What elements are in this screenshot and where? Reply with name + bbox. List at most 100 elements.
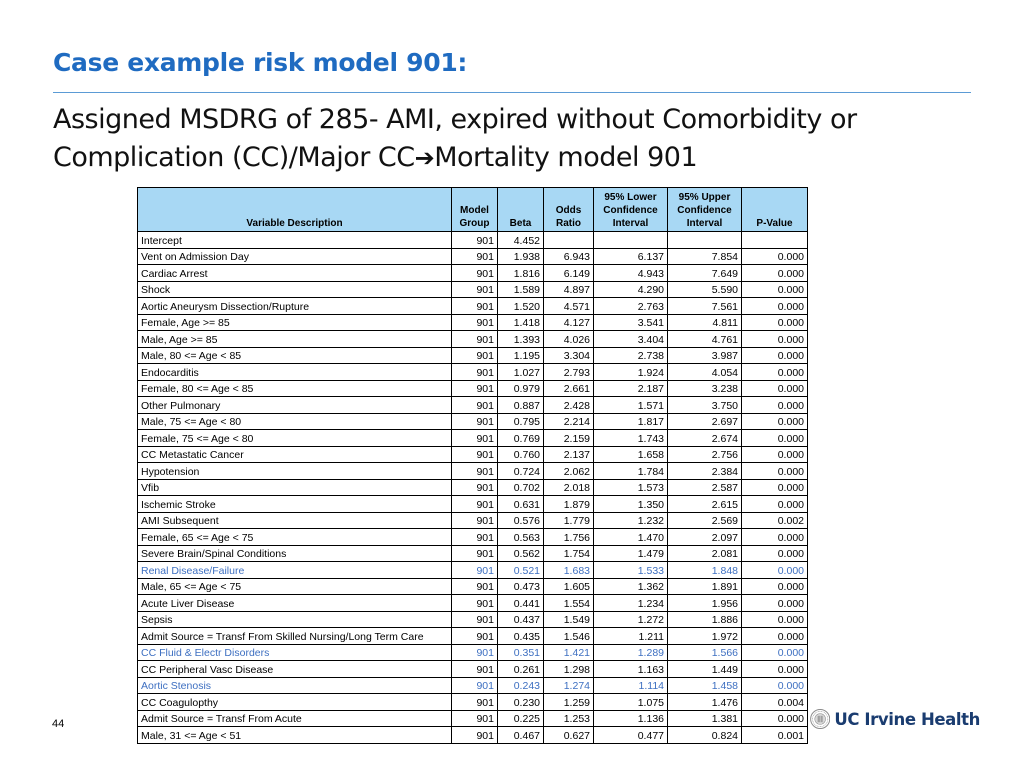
cell-beta: 0.979 bbox=[497, 379, 544, 397]
cell-odds-ratio: 2.159 bbox=[543, 429, 594, 447]
cell-beta: 0.435 bbox=[497, 627, 544, 645]
cell-odds-ratio: 1.779 bbox=[543, 511, 594, 529]
cell-p-value: 0.000 bbox=[741, 528, 808, 546]
cell-model-group: 901 bbox=[451, 313, 498, 331]
table-row: Male, 31 <= Age < 51 901 0.467 0.627 0.477 0.… bbox=[137, 726, 808, 744]
subtitle-line-2-end: Mortality model 901 bbox=[434, 142, 698, 173]
cell-variable-description: Admit Source = Transf From Acute bbox=[137, 709, 452, 727]
risk-model-table: Variable Description Model Group Beta Od… bbox=[137, 187, 808, 744]
cell-p-value: 0.001 bbox=[741, 726, 808, 744]
table-row: Cardiac Arrest 901 1.816 6.149 4.943 7.649 0.0… bbox=[137, 264, 808, 282]
cell-odds-ratio: 2.137 bbox=[543, 445, 594, 463]
cell-model-group: 901 bbox=[451, 330, 498, 348]
cell-upper-ci bbox=[667, 231, 742, 249]
cell-odds-ratio: 1.259 bbox=[543, 693, 594, 711]
cell-upper-ci: 2.674 bbox=[667, 429, 742, 447]
table-row: Admit Source = Transf From Acute 901 0.225… bbox=[137, 709, 808, 727]
cell-odds-ratio bbox=[543, 231, 594, 249]
cell-variable-description: Vent on Admission Day bbox=[137, 247, 452, 265]
cell-upper-ci: 7.649 bbox=[667, 264, 742, 282]
cell-p-value: 0.000 bbox=[741, 429, 808, 447]
table-row: Aortic Aneurysm Dissection/Rupture 901 1.5… bbox=[137, 297, 808, 315]
university-seal-icon bbox=[810, 708, 831, 730]
cell-p-value: 0.000 bbox=[741, 561, 808, 579]
cell-model-group: 901 bbox=[451, 610, 498, 628]
cell-upper-ci: 1.449 bbox=[667, 660, 742, 678]
cell-p-value: 0.000 bbox=[741, 660, 808, 678]
cell-model-group: 901 bbox=[451, 363, 498, 381]
cell-p-value: 0.000 bbox=[741, 594, 808, 612]
cell-lower-ci bbox=[593, 231, 668, 249]
cell-upper-ci: 2.756 bbox=[667, 445, 742, 463]
cell-lower-ci: 1.743 bbox=[593, 429, 668, 447]
table-row: Female, 65 <= Age < 75 901 0.563 1.756 1.470… bbox=[137, 528, 808, 546]
cell-odds-ratio: 1.879 bbox=[543, 495, 594, 513]
table-row: AMI Subsequent 901 0.576 1.779 1.232 2.569 0.0… bbox=[137, 511, 808, 529]
cell-model-group: 901 bbox=[451, 511, 498, 529]
cell-upper-ci: 1.476 bbox=[667, 693, 742, 711]
cell-model-group: 901 bbox=[451, 709, 498, 727]
cell-model-group: 901 bbox=[451, 594, 498, 612]
table-row: Renal Disease/Failure 901 0.521 1.683 1.533 1… bbox=[137, 561, 808, 579]
header-lower-ci: 95% Lower Confidence Interval bbox=[593, 187, 668, 232]
cell-lower-ci: 1.232 bbox=[593, 511, 668, 529]
cell-odds-ratio: 6.149 bbox=[543, 264, 594, 282]
cell-p-value: 0.000 bbox=[741, 709, 808, 727]
cell-upper-ci: 1.886 bbox=[667, 610, 742, 628]
cell-model-group: 901 bbox=[451, 297, 498, 315]
cell-upper-ci: 2.569 bbox=[667, 511, 742, 529]
cell-lower-ci: 1.289 bbox=[593, 643, 668, 661]
title-divider bbox=[53, 92, 971, 93]
cell-variable-description: CC Metastatic Cancer bbox=[137, 445, 452, 463]
cell-odds-ratio: 6.943 bbox=[543, 247, 594, 265]
cell-model-group: 901 bbox=[451, 478, 498, 496]
cell-upper-ci: 2.384 bbox=[667, 462, 742, 480]
cell-model-group: 901 bbox=[451, 660, 498, 678]
cell-p-value: 0.000 bbox=[741, 643, 808, 661]
table-row: Severe Brain/Spinal Conditions 901 0.562 1.… bbox=[137, 544, 808, 562]
cell-upper-ci: 1.972 bbox=[667, 627, 742, 645]
cell-p-value: 0.000 bbox=[741, 379, 808, 397]
cell-upper-ci: 1.566 bbox=[667, 643, 742, 661]
cell-odds-ratio: 1.754 bbox=[543, 544, 594, 562]
cell-beta: 1.520 bbox=[497, 297, 544, 315]
cell-beta: 1.816 bbox=[497, 264, 544, 282]
cell-variable-description: Male, Age >= 85 bbox=[137, 330, 452, 348]
cell-variable-description: Male, 75 <= Age < 80 bbox=[137, 412, 452, 430]
cell-p-value: 0.000 bbox=[741, 247, 808, 265]
cell-lower-ci: 1.272 bbox=[593, 610, 668, 628]
cell-odds-ratio: 4.571 bbox=[543, 297, 594, 315]
cell-p-value: 0.000 bbox=[741, 676, 808, 694]
cell-odds-ratio: 2.793 bbox=[543, 363, 594, 381]
cell-upper-ci: 3.987 bbox=[667, 346, 742, 364]
cell-variable-description: CC Fluid & Electr Disorders bbox=[137, 643, 452, 661]
cell-variable-description: Shock bbox=[137, 280, 452, 298]
uc-irvine-health-logo: UC Irvine Health bbox=[810, 703, 980, 735]
table-row: Female, Age >= 85 901 1.418 4.127 3.541 4.811… bbox=[137, 313, 808, 331]
cell-upper-ci: 1.381 bbox=[667, 709, 742, 727]
header-upper-ci: 95% Upper Confidence Interval bbox=[667, 187, 742, 232]
cell-lower-ci: 1.114 bbox=[593, 676, 668, 694]
right-arrow-icon: ➔ bbox=[414, 144, 435, 172]
cell-upper-ci: 5.590 bbox=[667, 280, 742, 298]
cell-odds-ratio: 1.253 bbox=[543, 709, 594, 727]
cell-beta: 1.418 bbox=[497, 313, 544, 331]
cell-model-group: 901 bbox=[451, 495, 498, 513]
cell-lower-ci: 1.571 bbox=[593, 396, 668, 414]
cell-variable-description: Other Pulmonary bbox=[137, 396, 452, 414]
cell-upper-ci: 7.854 bbox=[667, 247, 742, 265]
cell-odds-ratio: 1.554 bbox=[543, 594, 594, 612]
cell-p-value: 0.000 bbox=[741, 445, 808, 463]
cell-lower-ci: 1.350 bbox=[593, 495, 668, 513]
cell-beta: 0.724 bbox=[497, 462, 544, 480]
cell-beta: 0.631 bbox=[497, 495, 544, 513]
cell-odds-ratio: 3.304 bbox=[543, 346, 594, 364]
cell-upper-ci: 1.458 bbox=[667, 676, 742, 694]
cell-lower-ci: 1.573 bbox=[593, 478, 668, 496]
cell-variable-description: Female, 80 <= Age < 85 bbox=[137, 379, 452, 397]
subtitle-line-2-start: Complication (CC)/Major CC bbox=[53, 142, 415, 173]
cell-lower-ci: 2.187 bbox=[593, 379, 668, 397]
cell-p-value: 0.002 bbox=[741, 511, 808, 529]
cell-model-group: 901 bbox=[451, 379, 498, 397]
cell-model-group: 901 bbox=[451, 462, 498, 480]
